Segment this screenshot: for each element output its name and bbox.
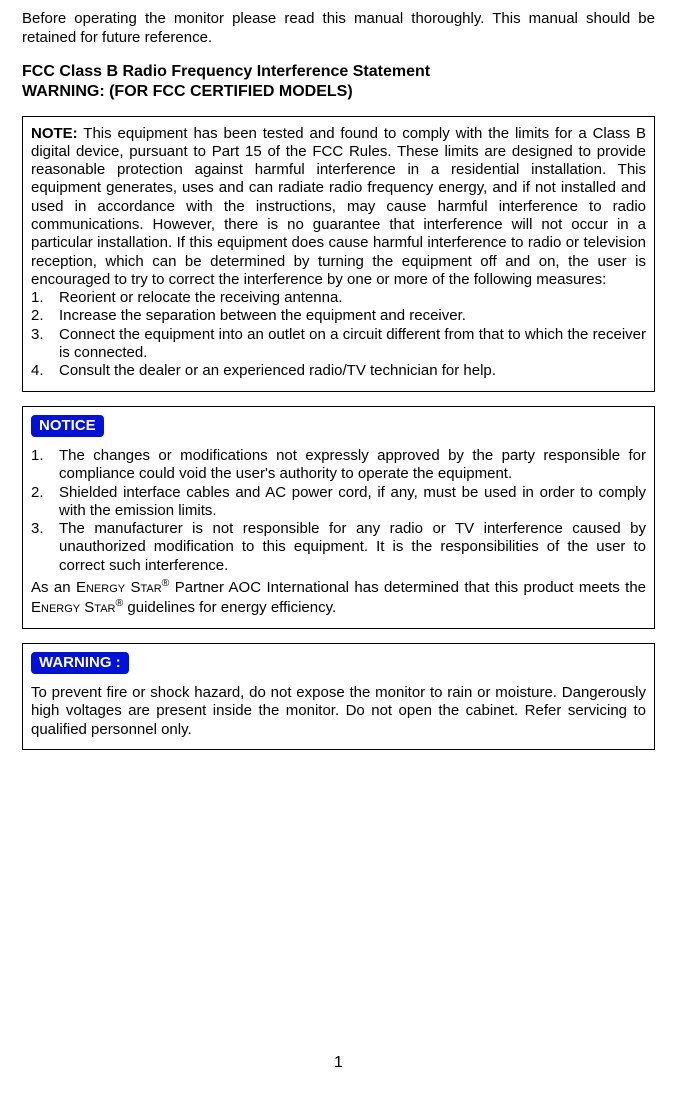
- intro-paragraph: Before operating the monitor please read…: [22, 10, 655, 48]
- list-item: Reorient or relocate the receiving anten…: [31, 289, 646, 307]
- note-measures-list: Reorient or relocate the receiving anten…: [31, 289, 646, 380]
- note-box: NOTE: This equipment has been tested and…: [22, 116, 655, 392]
- notice-badge: NOTICE: [31, 415, 104, 437]
- e-pre: As an: [31, 579, 76, 596]
- fcc-line1: FCC Class B Radio Frequency Interference…: [22, 63, 430, 80]
- list-item: Shielded interface cables and AC power c…: [31, 484, 646, 521]
- note-label: NOTE:: [31, 125, 78, 142]
- list-item: The manufacturer is not responsible for …: [31, 520, 646, 575]
- list-item: Consult the dealer or an experienced rad…: [31, 362, 646, 380]
- page-number: 1: [0, 1054, 677, 1072]
- warning-box: WARNING : To prevent fire or shock hazar…: [22, 643, 655, 750]
- list-item: Increase the separation between the equi…: [31, 307, 646, 325]
- fcc-heading: FCC Class B Radio Frequency Interference…: [22, 62, 655, 102]
- energy-star-brand: Energy Star: [76, 579, 162, 596]
- warning-badge: WARNING :: [31, 652, 129, 674]
- fcc-line2: WARNING: (FOR FCC CERTIFIED MODELS): [22, 83, 353, 100]
- energy-star-brand: Energy Star: [31, 599, 115, 616]
- notice-box: NOTICE The changes or modifications not …: [22, 406, 655, 629]
- warning-body: To prevent fire or shock hazard, do not …: [31, 684, 646, 739]
- notice-list: The changes or modifications not express…: [31, 447, 646, 575]
- e-post: guidelines for energy efficiency.: [123, 599, 336, 616]
- list-item: The changes or modifications not express…: [31, 447, 646, 484]
- note-body: NOTE: This equipment has been tested and…: [31, 125, 646, 290]
- list-item: Connect the equipment into an outlet on …: [31, 326, 646, 363]
- energy-star-line: As an Energy Star® Partner AOC Internati…: [31, 577, 646, 618]
- e-mid: Partner AOC International has determined…: [169, 579, 646, 596]
- note-text: This equipment has been tested and found…: [31, 125, 646, 288]
